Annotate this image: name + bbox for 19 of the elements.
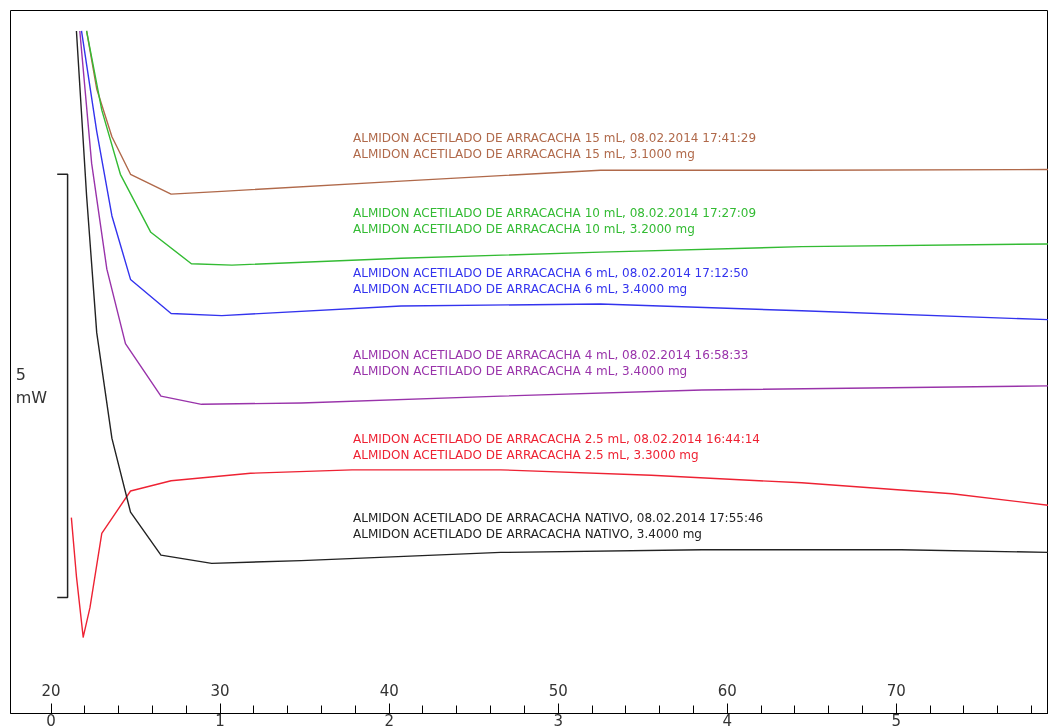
x-tick-label: 70 — [886, 681, 906, 700]
x2-tick-label: 0 — [46, 711, 56, 728]
x2-tick-label: 1 — [215, 711, 225, 728]
annotation: 5 mW — [15, 364, 48, 407]
x-tick-label: 60 — [717, 681, 737, 700]
x-tick-label: 50 — [548, 681, 568, 700]
x-tick-label: 20 — [41, 681, 61, 700]
x-tick-label: 40 — [379, 681, 399, 700]
series-label: ALMIDON ACETILADO DE ARRACACHA 10 mL, 08.02.2014 17:27:09 ALMIDON ACETILADO DE ARRACACHA 10 mL, 3.2000 mg — [353, 205, 757, 236]
series-label: ALMIDON ACETILADO DE ARRACACHA 6 mL, 08.02.2014 17:12:50 ALMIDON ACETILADO DE ARRACACHA 6 mL, 3.4000 mg — [353, 265, 749, 296]
series-label: ALMIDON ACETILADO DE ARRACACHA 4 mL, 08.02.2014 16:58:33 ALMIDON ACETILADO DE ARRACACHA 4 mL, 3.4000 mg — [353, 347, 749, 378]
x2-tick-label: 4 — [722, 711, 733, 728]
x2-tick-label: 3 — [553, 711, 564, 728]
x-tick-label: 30 — [210, 681, 230, 700]
series-label: ALMIDON ACETILADO DE ARRACACHA 2.5 mL, 08.02.2014 16:44:14 ALMIDON ACETILADO DE ARRACACHA 2.5 mL, 3.3000 mg — [353, 431, 760, 462]
series-label: ALMIDON ACETILADO DE ARRACACHA NATIVO, 08.02.2014 17:55:46 ALMIDON ACETILADO DE ARRACACHA NATIVO, 3.4000 mg — [353, 511, 764, 542]
series-label: ALMIDON ACETILADO DE ARRACACHA 15 mL, 08.02.2014 17:41:29 ALMIDON ACETILADO DE ARRACACHA 15 mL, 3.1000 mg — [353, 131, 757, 162]
x2-tick-label: 2 — [384, 711, 394, 728]
x2-tick-label: 5 — [891, 711, 902, 728]
